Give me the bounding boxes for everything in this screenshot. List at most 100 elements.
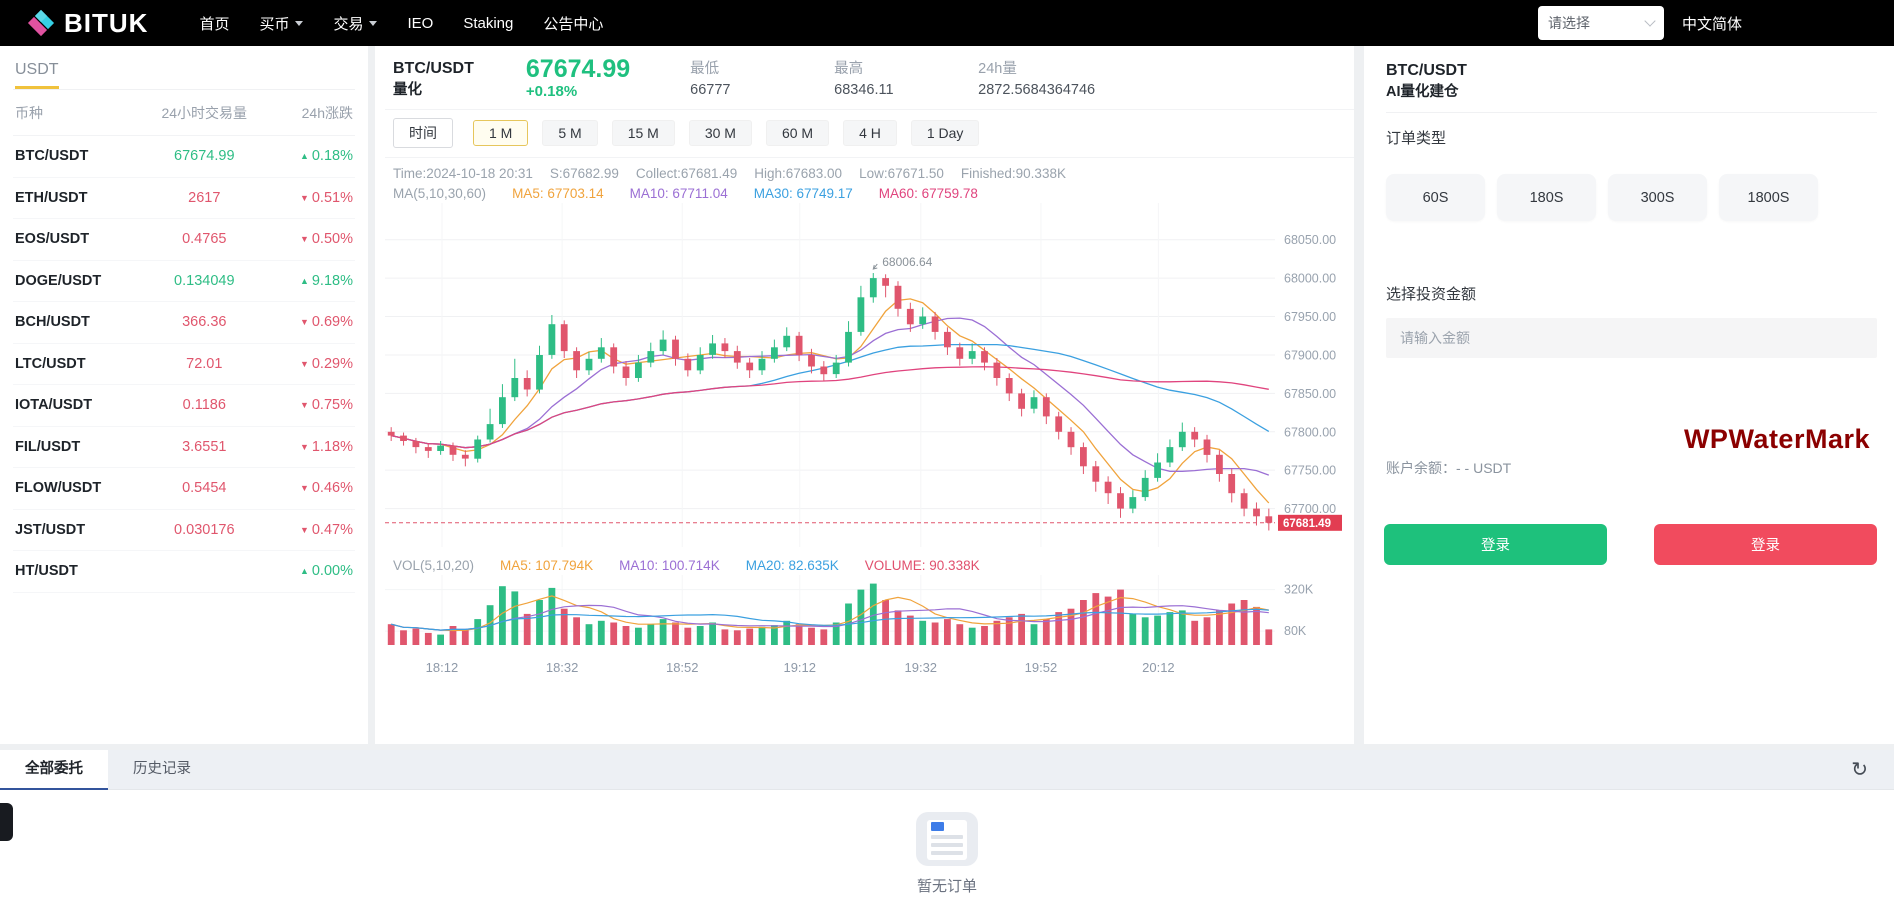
language-select[interactable]: 请选择 <box>1537 6 1664 40</box>
market-row[interactable]: ETH/USDT 2617 ▼ 0.51% <box>13 178 355 219</box>
brand-name: BITUK <box>64 7 149 38</box>
time-tick: 19:12 <box>783 660 817 675</box>
stat-label: 24h量 <box>978 60 1017 77</box>
pair-change: ▼ 0.47% <box>265 522 353 538</box>
market-row[interactable]: IOTA/USDT 0.1186 ▼ 0.75% <box>13 385 355 427</box>
interval-5m[interactable]: 5 M <box>542 120 598 146</box>
arrow-down-icon: ▼ <box>299 317 309 328</box>
chevron-down-icon <box>295 20 304 26</box>
balance-value: - - USDT <box>1456 460 1512 476</box>
duration-1800s[interactable]: 1800S <box>1719 174 1818 221</box>
account-balance: 账户余额：- - USDT <box>1386 458 1511 478</box>
nav-item-首页[interactable]: 首页 <box>184 0 244 46</box>
nav-item-公告中心[interactable]: 公告中心 <box>528 0 618 46</box>
pair-change: ▼ 0.29% <box>265 356 353 372</box>
chart-symbol: BTC/USDT <box>393 59 474 77</box>
ohlc-info-line: Time:2024-10-18 20:31 S:67682.99 Collect:6… <box>385 158 1354 181</box>
market-sidebar: USDT 币种 24小时交易量 24h涨跌 BTC/USDT 67674.99 ▲ 0… <box>0 46 368 744</box>
time-tick: 19:32 <box>904 660 938 675</box>
svg-text:67800.00: 67800.00 <box>1284 425 1336 439</box>
tab-usdt[interactable]: USDT <box>15 61 59 89</box>
svg-text:68006.64: 68006.64 <box>882 255 932 269</box>
market-row[interactable]: FLOW/USDT 0.5454 ▼ 0.46% <box>13 468 355 510</box>
duration-180s[interactable]: 180S <box>1497 174 1596 221</box>
nav-item-label: 公告中心 <box>543 15 604 33</box>
brand[interactable]: BITUK <box>27 8 148 39</box>
empty-orders-icon <box>916 812 978 866</box>
orders-tab-历史记录[interactable]: 历史记录 <box>133 760 191 777</box>
login-buy-button[interactable]: 登录 <box>1384 524 1607 565</box>
market-row[interactable]: HT/USDT ▲ 0.00% <box>13 551 355 593</box>
market-rows: BTC/USDT 67674.99 ▲ 0.18% ETH/USDT 2617 ▼ 0.51%… <box>13 136 355 593</box>
ohlc-info-item: Finished:90.338K <box>960 166 1066 181</box>
pair-volume: 366.36 <box>182 314 227 331</box>
interval-1m[interactable]: 1 M <box>473 120 529 146</box>
svg-text:68000.00: 68000.00 <box>1284 272 1336 286</box>
interval-15m[interactable]: 15 M <box>611 120 675 146</box>
chart-header: BTC/USDT 量化 67674.99 +0.18% 最低 66777 最高 683… <box>385 46 1354 110</box>
stat-value: 66777 <box>690 81 731 98</box>
pair-change: ▼ 0.69% <box>265 314 353 330</box>
pair-volume: 2617 <box>188 189 221 206</box>
market-row[interactable]: BCH/USDT 366.36 ▼ 0.69% <box>13 302 355 344</box>
market-tabbar: USDT <box>13 46 355 90</box>
interval-30m[interactable]: 30 M <box>688 120 752 146</box>
pair-change-value: 0.47% <box>311 521 353 538</box>
volume-chart-svg[interactable]: 320K 80K <box>385 575 1350 651</box>
amount-input[interactable] <box>1386 318 1877 358</box>
balance-label: 账户余额： <box>1386 460 1456 476</box>
stat-label: 最低 <box>690 60 720 77</box>
svg-text:320K: 320K <box>1284 583 1314 597</box>
interval-1day[interactable]: 1 Day <box>910 120 980 146</box>
orders-tabbar: 全部委托 历史记录 ↻ <box>0 749 1894 790</box>
ma-value: MA5: 67703.14 <box>512 186 604 201</box>
column-pair: 币种 <box>15 105 43 121</box>
pair-change-value: 0.51% <box>311 189 353 206</box>
market-table-header: 币种 24小时交易量 24h涨跌 <box>13 90 355 136</box>
pair-change-value: 0.18% <box>311 148 353 165</box>
duration-60s[interactable]: 60S <box>1386 174 1485 221</box>
chart-stat: 最高 68346.11 <box>834 58 930 100</box>
drawer-handle[interactable] <box>0 803 13 841</box>
duration-300s[interactable]: 300S <box>1608 174 1707 221</box>
chart-stats: 最低 66777 最高 68346.11 24h量 2872.5684364746 <box>690 58 1143 100</box>
pair-change-value: 9.18% <box>311 272 353 289</box>
market-row[interactable]: LTC/USDT 72.01 ▼ 0.29% <box>13 344 355 385</box>
ohlc-info-item: High:67683.00 <box>754 166 843 181</box>
arrow-up-icon: ▲ <box>299 151 309 162</box>
refresh-icon[interactable]: ↻ <box>1851 758 1868 781</box>
candlestick-chart: 68050.00 68000.00 67950.00 67900.00 67850.00… <box>385 203 1354 680</box>
svg-text:67900.00: 67900.00 <box>1284 348 1336 362</box>
market-row[interactable]: DOGE/USDT 0.134049 ▲ 9.18% <box>13 261 355 302</box>
interval-60m[interactable]: 60 M <box>765 120 830 146</box>
pair-volume: 0.5454 <box>182 480 227 497</box>
nav-item-买币[interactable]: 买币 <box>244 0 318 46</box>
arrow-down-icon: ▼ <box>299 234 309 245</box>
market-row[interactable]: EOS/USDT 0.4765 ▼ 0.50% <box>13 219 355 261</box>
nav-item-Staking[interactable]: Staking <box>448 0 528 46</box>
ma-info-line: MA(5,10,30,60) MA5: 67703.14 MA10: 67711.0… <box>385 181 1354 203</box>
ma-value: MA(5,10,30,60) <box>393 186 487 201</box>
pair-change-value: 0.69% <box>311 314 353 331</box>
trade-subtitle: AI量化建仓 <box>1386 82 1877 113</box>
brand-logo-icon <box>27 9 55 37</box>
price-chart-svg[interactable]: 68050.00 68000.00 67950.00 67900.00 67850.00… <box>385 203 1350 551</box>
chevron-down-icon <box>369 20 378 26</box>
login-sell-button[interactable]: 登录 <box>1654 524 1877 565</box>
orders-tab-全部委托[interactable]: 全部委托 <box>0 749 108 790</box>
language-label[interactable]: 中文简体 <box>1681 15 1742 33</box>
market-row[interactable]: BTC/USDT 67674.99 ▲ 0.18% <box>13 136 355 178</box>
empty-orders-text: 暂无订单 <box>916 878 977 895</box>
market-row[interactable]: FIL/USDT 3.6551 ▼ 1.18% <box>13 427 355 468</box>
nav-item-label: IEO <box>407 14 434 32</box>
pair-change: ▼ 0.46% <box>265 480 353 496</box>
nav-item-IEO[interactable]: IEO <box>392 0 448 46</box>
nav-item-交易[interactable]: 交易 <box>318 0 392 46</box>
svg-text:67950.00: 67950.00 <box>1284 310 1336 324</box>
interval-4h[interactable]: 4 H <box>843 120 897 146</box>
market-row[interactable]: JST/USDT 0.030176 ▼ 0.47% <box>13 510 355 551</box>
pair-change: ▼ 0.75% <box>265 397 353 413</box>
svg-text:67850.00: 67850.00 <box>1284 387 1336 401</box>
nav-item-label: 首页 <box>199 15 230 33</box>
svg-text:67700.00: 67700.00 <box>1284 502 1336 516</box>
